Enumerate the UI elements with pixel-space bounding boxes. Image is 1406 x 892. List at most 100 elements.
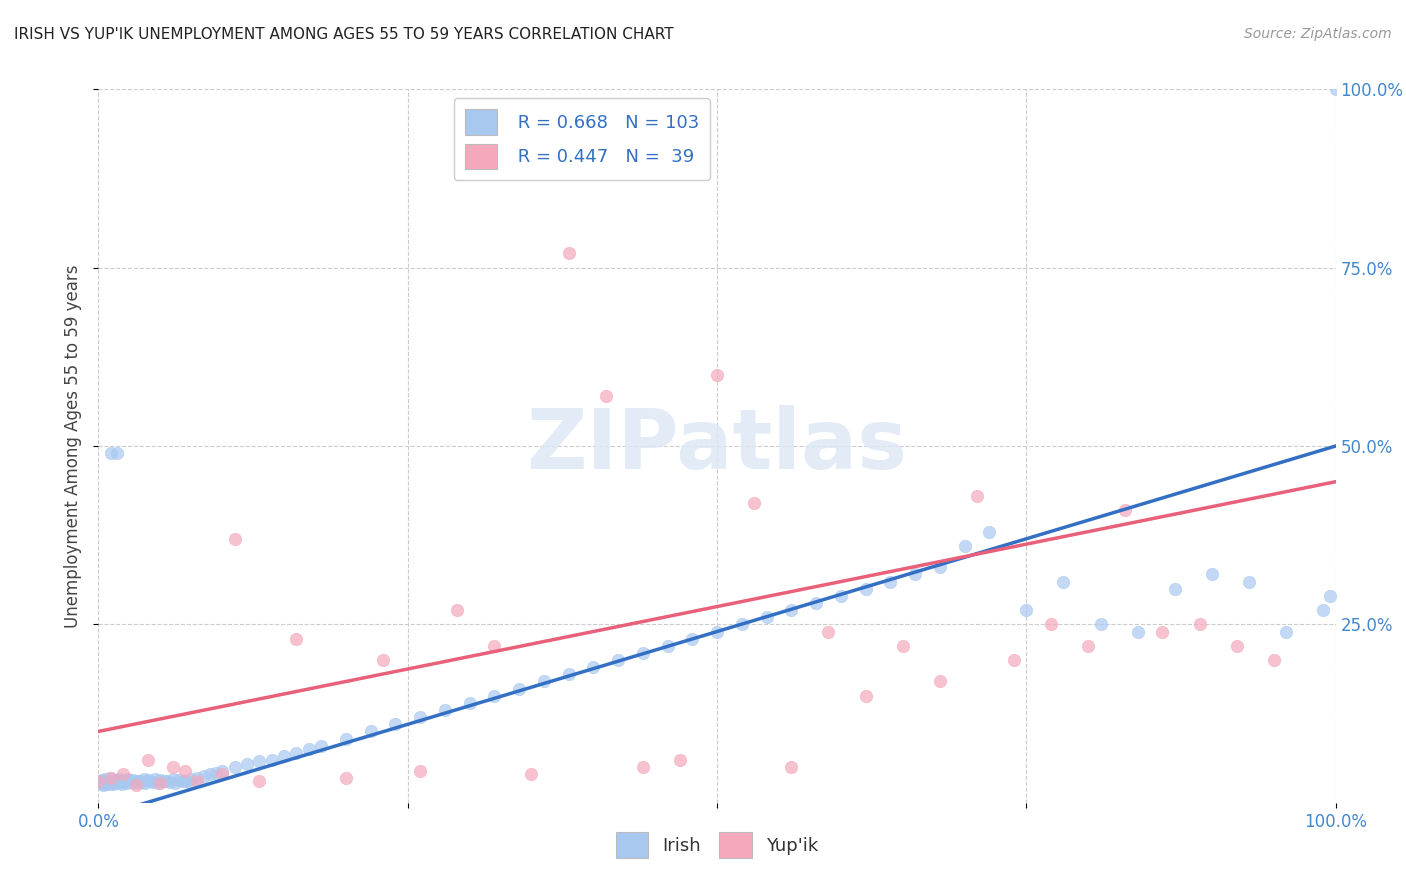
- Text: ZIPatlas: ZIPatlas: [527, 406, 907, 486]
- Point: [159, 775, 181, 789]
- Point: [104, 775, 127, 789]
- Point: [285, 632, 308, 646]
- Point: [162, 760, 184, 774]
- Point: [855, 689, 877, 703]
- Point: [360, 724, 382, 739]
- Point: [90, 776, 112, 790]
- Point: [118, 774, 141, 789]
- Point: [124, 776, 146, 790]
- Point: [904, 567, 927, 582]
- Point: [101, 774, 124, 789]
- Point: [371, 653, 394, 667]
- Point: [780, 603, 803, 617]
- Point: [1312, 603, 1334, 617]
- Point: [1319, 589, 1341, 603]
- Point: [520, 767, 543, 781]
- Point: [174, 774, 197, 789]
- Point: [247, 774, 270, 789]
- Point: [193, 769, 215, 783]
- Point: [93, 776, 115, 790]
- Point: [706, 368, 728, 382]
- Point: [731, 617, 754, 632]
- Point: [112, 767, 135, 781]
- Point: [224, 760, 246, 774]
- Point: [112, 772, 135, 787]
- Point: [409, 764, 432, 778]
- Point: [186, 771, 208, 785]
- Point: [100, 446, 122, 460]
- Point: [953, 539, 976, 553]
- Point: [103, 776, 125, 790]
- Point: [1237, 574, 1260, 589]
- Point: [247, 755, 270, 769]
- Point: [1201, 567, 1223, 582]
- Point: [100, 776, 122, 790]
- Point: [706, 624, 728, 639]
- Point: [136, 753, 159, 767]
- Point: [180, 772, 202, 787]
- Point: [122, 772, 145, 787]
- Point: [780, 760, 803, 774]
- Point: [1275, 624, 1298, 639]
- Point: [384, 717, 406, 731]
- Point: [211, 767, 233, 781]
- Point: [236, 756, 259, 771]
- Point: [855, 582, 877, 596]
- Point: [298, 742, 321, 756]
- Point: [285, 746, 308, 760]
- Point: [1263, 653, 1285, 667]
- Legend: Irish, Yup'ik: Irish, Yup'ik: [609, 825, 825, 865]
- Point: [1090, 617, 1112, 632]
- Point: [153, 773, 176, 788]
- Point: [97, 777, 120, 791]
- Point: [93, 772, 115, 787]
- Point: [484, 639, 506, 653]
- Point: [186, 774, 208, 789]
- Point: [1226, 639, 1249, 653]
- Point: [817, 624, 839, 639]
- Point: [111, 776, 134, 790]
- Point: [172, 773, 194, 788]
- Point: [830, 589, 852, 603]
- Y-axis label: Unemployment Among Ages 55 to 59 years: Unemployment Among Ages 55 to 59 years: [65, 264, 83, 628]
- Point: [631, 760, 654, 774]
- Point: [177, 775, 200, 789]
- Point: [446, 603, 468, 617]
- Point: [146, 776, 169, 790]
- Point: [273, 749, 295, 764]
- Point: [309, 739, 332, 753]
- Point: [94, 775, 117, 789]
- Point: [1040, 617, 1063, 632]
- Point: [149, 776, 172, 790]
- Point: [165, 776, 187, 790]
- Point: [1015, 603, 1038, 617]
- Point: [1324, 82, 1347, 96]
- Point: [134, 772, 156, 787]
- Point: [117, 772, 139, 787]
- Point: [928, 560, 950, 574]
- Point: [87, 774, 110, 789]
- Point: [607, 653, 630, 667]
- Point: [557, 667, 579, 681]
- Point: [335, 771, 357, 785]
- Point: [669, 753, 692, 767]
- Point: [409, 710, 432, 724]
- Point: [110, 774, 132, 789]
- Point: [174, 764, 197, 778]
- Point: [162, 772, 184, 787]
- Point: [93, 778, 115, 792]
- Point: [100, 771, 122, 785]
- Point: [533, 674, 555, 689]
- Point: [139, 774, 162, 789]
- Point: [1152, 624, 1174, 639]
- Point: [108, 772, 131, 787]
- Point: [96, 773, 118, 788]
- Point: [128, 774, 150, 789]
- Point: [1188, 617, 1211, 632]
- Point: [681, 632, 703, 646]
- Point: [508, 681, 530, 696]
- Point: [742, 496, 765, 510]
- Point: [657, 639, 679, 653]
- Point: [1164, 582, 1187, 596]
- Point: [198, 767, 221, 781]
